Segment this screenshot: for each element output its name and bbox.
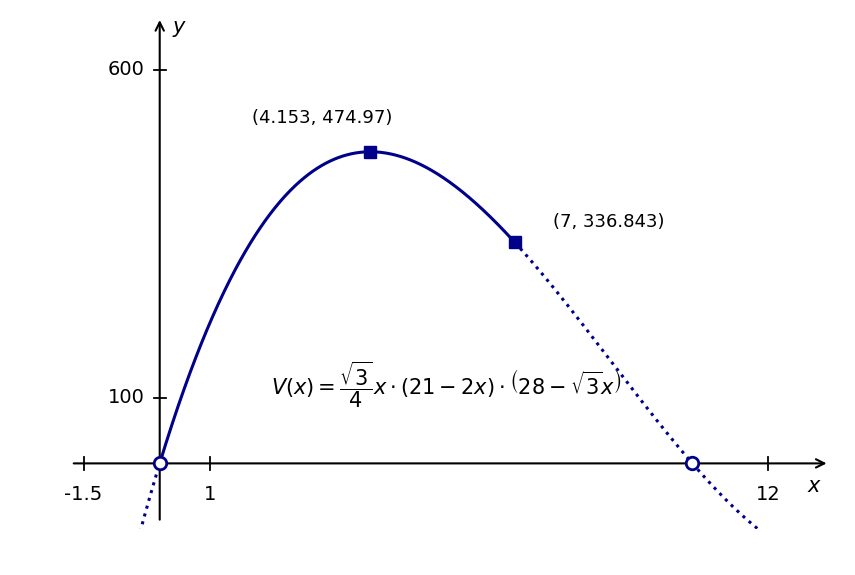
Text: 600: 600	[108, 60, 144, 79]
Text: y: y	[173, 17, 185, 37]
Text: (4.153, 474.97): (4.153, 474.97)	[252, 109, 392, 127]
Text: $V(x)=\dfrac{\sqrt{3}}{4}x\cdot\left(21-2x\right)\cdot\left(28-\sqrt{3}x\right)$: $V(x)=\dfrac{\sqrt{3}}{4}x\cdot\left(21-…	[271, 359, 622, 410]
Text: (7, 336.843): (7, 336.843)	[553, 213, 664, 231]
Text: 100: 100	[108, 388, 144, 407]
Text: x: x	[808, 476, 820, 496]
Text: 12: 12	[756, 485, 781, 504]
Text: 1: 1	[204, 485, 216, 504]
Text: -1.5: -1.5	[64, 485, 103, 504]
